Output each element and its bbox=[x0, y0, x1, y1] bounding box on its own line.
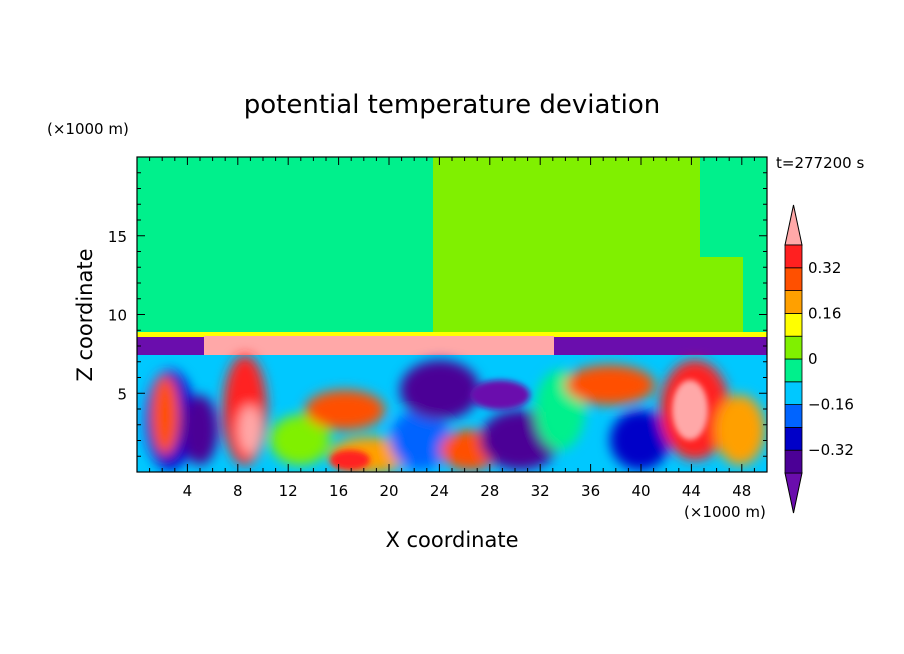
x-tick-label: 8 bbox=[233, 482, 243, 500]
x-axis: 4 8 12 16 20 24 28 32 36 40 44 48 bbox=[136, 157, 768, 500]
x-tick-label: 32 bbox=[531, 482, 550, 500]
x-tick-label: 16 bbox=[329, 482, 348, 500]
y-unit-label: (×1000 m) bbox=[47, 120, 129, 138]
colorbar-box bbox=[784, 290, 803, 314]
x-unit-label: (×1000 m) bbox=[684, 503, 766, 521]
colorbar-label: −0.32 bbox=[808, 441, 854, 459]
colorbar-lower-extend bbox=[784, 472, 803, 514]
upper-warm-region bbox=[433, 157, 743, 335]
colorbar-box bbox=[784, 312, 803, 337]
y-tick-label: 10 bbox=[108, 307, 127, 325]
contour-field bbox=[137, 157, 767, 472]
x-tick-label: 44 bbox=[682, 482, 701, 500]
warm-layer bbox=[204, 336, 554, 356]
chart-title: potential temperature deviation bbox=[244, 90, 660, 120]
time-label: t=277200 s bbox=[776, 154, 864, 172]
stable-layer bbox=[137, 332, 767, 338]
colorbar-label: −0.16 bbox=[808, 396, 854, 414]
colorbar-box bbox=[784, 449, 803, 474]
colorbar-box bbox=[784, 267, 803, 291]
y-tick-label: 5 bbox=[117, 385, 127, 403]
x-tick-label: 20 bbox=[379, 482, 398, 500]
x-tick-label: 12 bbox=[279, 482, 298, 500]
x-tick-label: 24 bbox=[430, 482, 449, 500]
y-axis: 5 10 15 bbox=[108, 156, 767, 473]
colorbar-box bbox=[784, 426, 803, 451]
x-tick-label: 40 bbox=[631, 482, 650, 500]
colorbar-box bbox=[784, 358, 803, 383]
x-tick-label: 48 bbox=[732, 482, 751, 500]
colorbar-label: 0.16 bbox=[808, 304, 841, 322]
colorbar-box bbox=[784, 244, 803, 269]
x-axis-label: X coordinate bbox=[385, 528, 518, 552]
colorbar-upper-extend bbox=[784, 204, 803, 246]
x-tick-label: 36 bbox=[581, 482, 600, 500]
colorbar-box bbox=[784, 335, 803, 360]
colorbar-label: 0.32 bbox=[808, 259, 841, 277]
colorbar-box bbox=[784, 381, 803, 405]
colorbar-label: 0 bbox=[808, 350, 818, 368]
x-tick-label: 28 bbox=[480, 482, 499, 500]
y-tick-label: 15 bbox=[108, 228, 127, 246]
colorbar-box bbox=[784, 404, 803, 428]
colorbar: 0.32 0.16 0 −0.16 −0.32 bbox=[784, 204, 854, 514]
x-tick-label: 4 bbox=[183, 482, 193, 500]
y-axis-label: Z coordinate bbox=[73, 248, 97, 381]
